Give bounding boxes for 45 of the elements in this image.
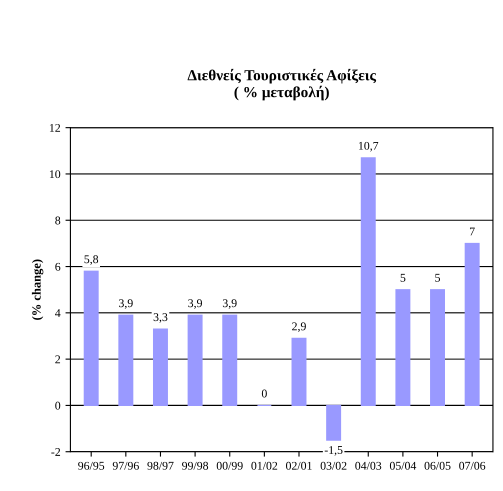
bar [360, 157, 376, 406]
bar [326, 404, 342, 441]
data-label: 3,3 [154, 313, 168, 323]
y-axis-title: (% change) [32, 260, 44, 320]
bar [152, 328, 168, 406]
bar [395, 289, 410, 406]
x-tick-label: 01/02 [251, 462, 278, 470]
data-label: 2,9 [292, 322, 306, 332]
bar [430, 289, 446, 406]
bar [188, 314, 203, 406]
x-tick-label: 06/05 [424, 462, 451, 470]
x-tick-label: 00/99 [216, 462, 243, 470]
data-label: 0 [262, 390, 267, 398]
data-label: 3,9 [119, 299, 133, 309]
y-tick-label: 4 [55, 309, 61, 317]
x-tick-label: 04/03 [355, 462, 382, 470]
x-tick-label: 97/96 [112, 462, 139, 470]
data-label: -1,5 [324, 446, 343, 456]
data-label: 10,7 [358, 142, 378, 152]
data-label: 3,9 [188, 299, 202, 309]
x-tick-label: 02/01 [286, 462, 312, 470]
data-label: 5 [435, 274, 440, 282]
y-tick-label: 2 [55, 355, 60, 364]
x-tick-label: 03/02 [320, 462, 346, 470]
bar [222, 314, 238, 406]
x-tick-label: 99/98 [182, 462, 208, 470]
y-tick-label: 8 [55, 216, 60, 224]
x-tick-label: 96/95 [78, 462, 104, 470]
x-tick-label: 05/04 [390, 462, 416, 470]
bar [464, 242, 480, 406]
y-tick-label: 12 [50, 124, 60, 132]
data-label: 3,9 [222, 299, 237, 309]
chart-title: Διεθνείς Τουριστικές Αφίξεις ( % μεταβολή) [188, 68, 376, 100]
bar [84, 270, 99, 406]
y-tick-label: -2 [51, 448, 60, 456]
x-tick-label: 07/06 [459, 462, 486, 470]
y-tick-label: 6 [55, 262, 60, 271]
bar [118, 314, 134, 406]
bar [292, 338, 306, 406]
y-tick-label: 0 [55, 402, 60, 410]
data-label: 5,8 [84, 255, 98, 265]
x-tick-label: 98/97 [147, 462, 174, 470]
y-tick-label: 10 [50, 170, 60, 178]
data-label: 5 [400, 274, 406, 282]
data-label: 7 [470, 228, 475, 236]
